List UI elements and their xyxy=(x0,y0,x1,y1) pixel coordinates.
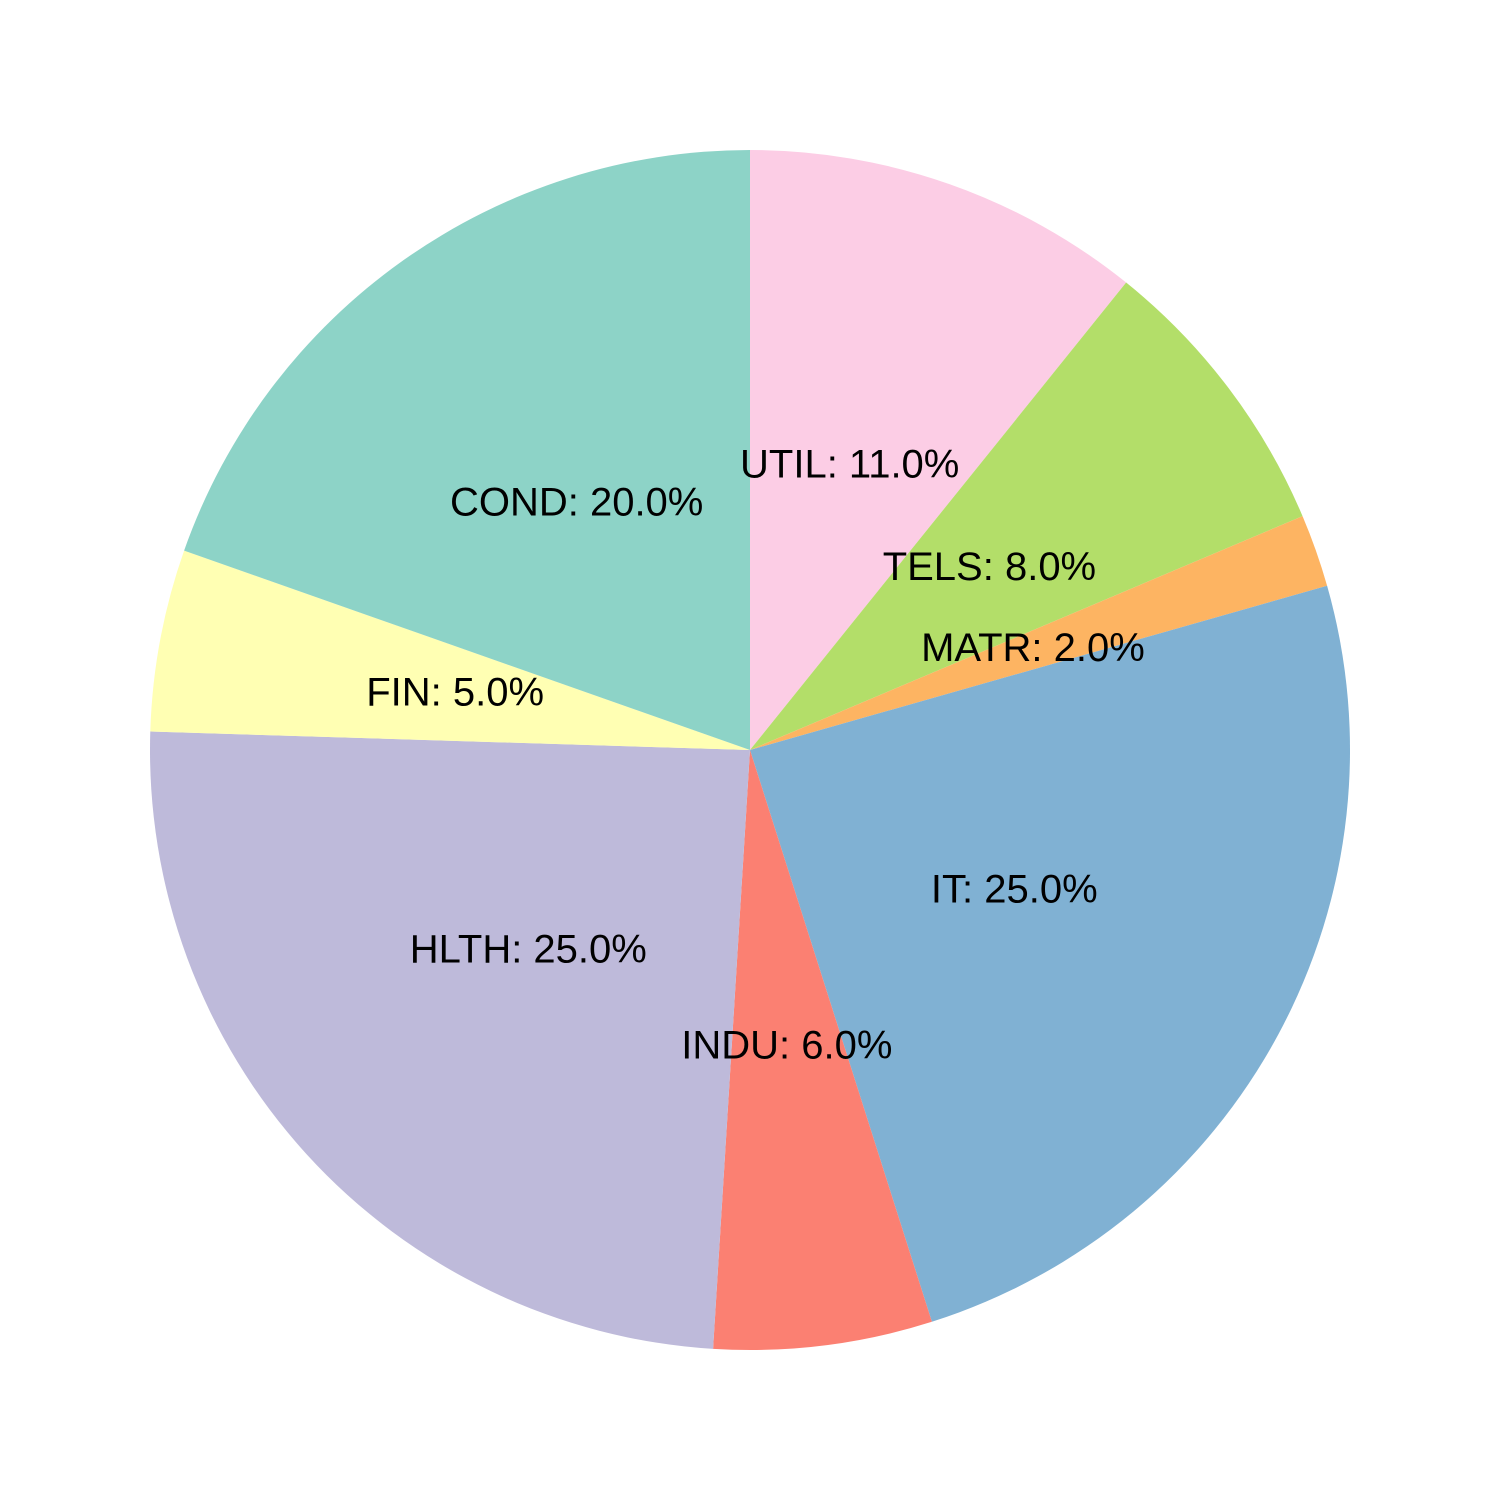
pie-slice-cond xyxy=(184,150,751,750)
pie-slice-hlth xyxy=(149,731,751,1349)
slice-label-fin: FIN: 5.0% xyxy=(366,670,544,714)
slice-label-util: UTIL: 11.0% xyxy=(740,443,959,487)
slices-layer xyxy=(149,150,1351,1350)
slice-label-tels: TELS: 8.0% xyxy=(883,545,1096,589)
pie-slice-util xyxy=(750,150,1127,750)
pie-slice-matr xyxy=(750,516,1328,750)
slice-label-hlth: HLTH: 25.0% xyxy=(410,928,647,972)
slice-label-matr: MATR: 2.0% xyxy=(921,626,1145,670)
pie-slice-tels xyxy=(750,282,1303,750)
slice-label-it: IT: 25.0% xyxy=(931,867,1098,911)
slice-label-indu: INDU: 6.0% xyxy=(681,1023,892,1067)
pie-slice-fin xyxy=(150,550,750,750)
pie-slice-indu xyxy=(713,750,932,1350)
pie-slice-it xyxy=(750,585,1351,1322)
labels-layer: UTIL: 11.0% TELS: 8.0% MATR: 2.0% IT: 25.0%… xyxy=(366,443,1145,1068)
slice-label-cond: COND: 20.0% xyxy=(450,481,703,525)
